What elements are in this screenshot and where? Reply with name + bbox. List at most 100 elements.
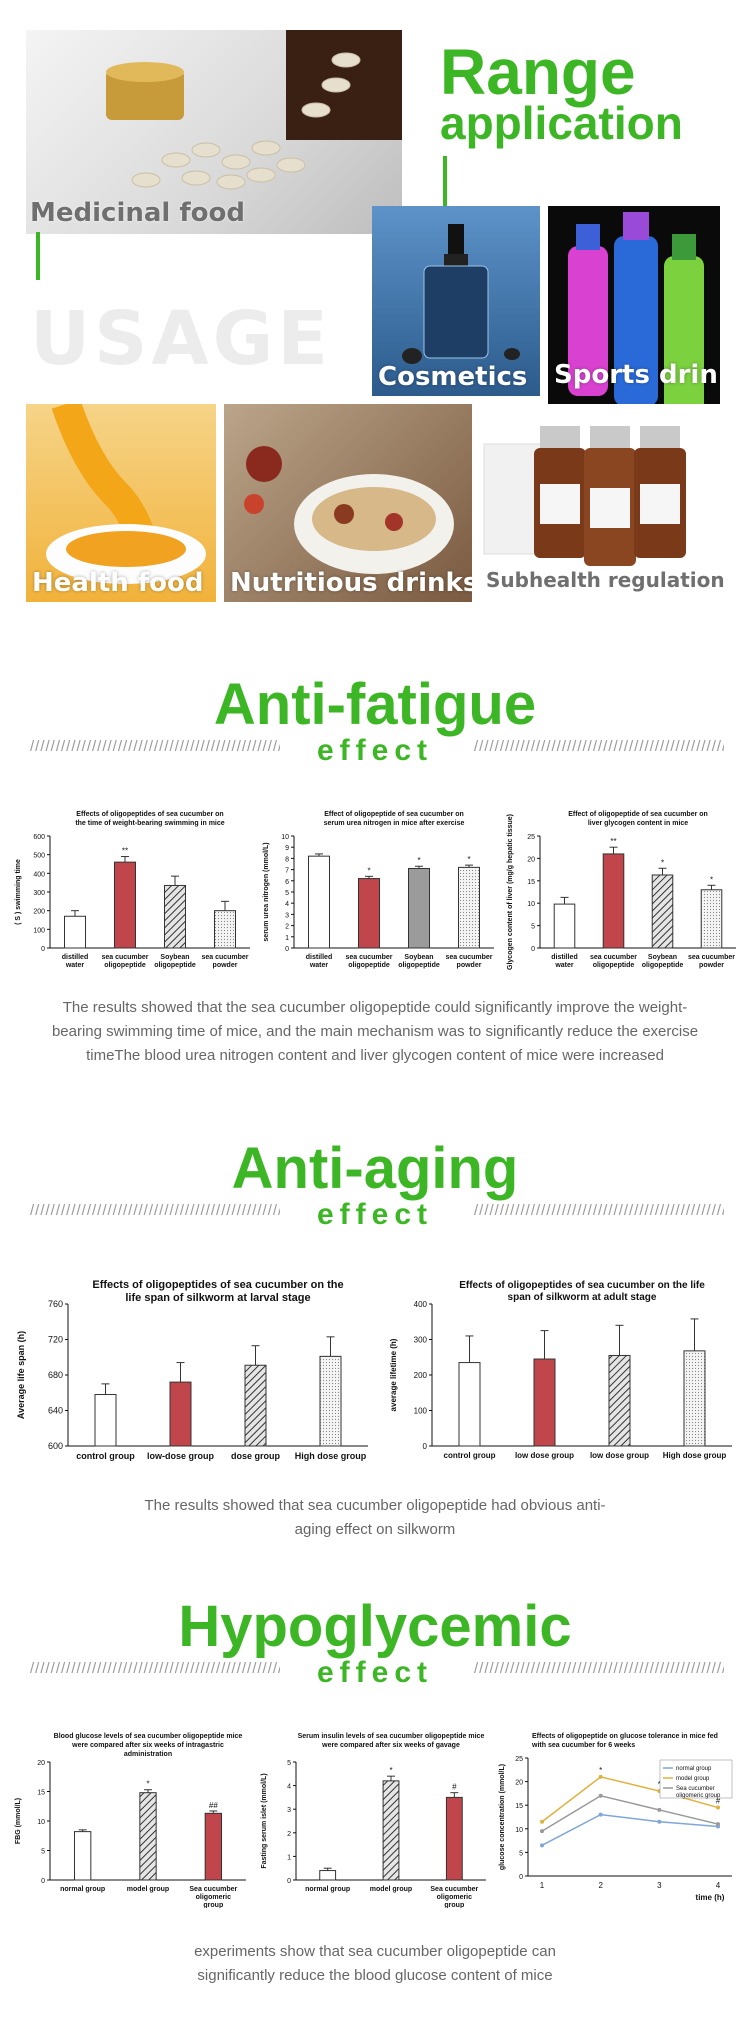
significance-mark: * (146, 1780, 149, 1789)
y-tick-label: 600 (33, 834, 45, 841)
y-tick-label: 600 (48, 1441, 63, 1451)
significance-mark: * (389, 1766, 392, 1775)
y-tick-label: 5 (531, 924, 535, 931)
bar (244, 1364, 267, 1447)
x-tick-label: model group (127, 1886, 169, 1893)
legend-label: model group (676, 1776, 710, 1782)
subhealth-tile: Subhealth regulation (480, 404, 724, 602)
x-tick-label: sea cucumber (101, 954, 148, 961)
data-point (716, 1805, 720, 1810)
y-tick-label: 0 (423, 1442, 428, 1451)
series-line (541, 1776, 719, 1823)
chart-title: administration (124, 1751, 172, 1758)
data-point (716, 1822, 720, 1827)
significance-mark: ## (209, 1801, 218, 1810)
legend-box (659, 1759, 733, 1799)
significance-mark: * (417, 856, 420, 865)
bar (169, 1381, 192, 1447)
accent-line (36, 232, 40, 280)
bar (382, 1780, 400, 1881)
chart-larval-lifespan: Effects of oligopeptides of sea cucumber… (10, 1274, 378, 1474)
significance-mark: ** (610, 837, 616, 846)
series-line (541, 1794, 719, 1832)
chart-title: with sea cucumber for 6 weeks (531, 1742, 635, 1749)
x-tick-label: powder (213, 962, 238, 969)
x-tick-label: 4 (716, 1881, 721, 1890)
bar (64, 915, 86, 949)
bar (74, 1831, 92, 1881)
nutritious-drinks-label: Nutritious drinks (230, 568, 472, 598)
significance-mark: * (467, 855, 470, 864)
bar (319, 1355, 342, 1447)
chart-title: Blood glucose levels of sea cucumber oli… (54, 1733, 243, 1740)
data-point (540, 1819, 544, 1824)
x-tick-label: powder (699, 962, 724, 969)
y-tick-label: 500 (33, 853, 45, 860)
chart-swimming-time: Effects of oligopeptides of sea cucumber… (10, 806, 258, 980)
bar (533, 1358, 556, 1447)
chart-urea-nitrogen: Effect of oligopeptide of sea cucumber o… (258, 806, 502, 980)
bar (458, 866, 480, 949)
x-tick-label: control group (444, 1451, 496, 1460)
chart-title: Effects of oligopeptide on glucose toler… (532, 1733, 718, 1740)
y-tick-label: 0 (285, 946, 289, 953)
x-tick-label: dose group (231, 1451, 281, 1461)
data-point (657, 1819, 662, 1824)
anti-fatigue-subtitle: effect (316, 734, 434, 767)
chart-title: span of silkworm at adult stage (508, 1292, 657, 1303)
significance-mark: ** (122, 847, 128, 856)
medicinal-food-image (106, 30, 402, 190)
x-tick-label: High dose group (663, 1451, 727, 1460)
y-tick-label: 1 (285, 935, 289, 942)
y-tick-label: 15 (37, 1790, 45, 1797)
subhealth-image (483, 426, 686, 566)
y-tick-label: 0 (41, 1878, 45, 1885)
bar (458, 1362, 481, 1447)
y-tick-label: 8 (285, 856, 289, 863)
x-tick-label: Sea cucumber (189, 1886, 237, 1893)
y-axis-label: Glycogen content of liver (mg/g hepatic … (507, 814, 514, 970)
y-axis-label: Fasting serum islet (mmol/L) (261, 1773, 268, 1868)
x-tick-label: sea cucumber (688, 954, 735, 961)
y-tick-label: 20 (527, 856, 535, 863)
bar (651, 874, 674, 949)
y-tick-label: 760 (48, 1299, 63, 1309)
y-tick-label: 0 (287, 1878, 291, 1885)
chart-title: Effects of oligopeptides of sea cucumber… (459, 1280, 705, 1291)
range-title: Range (440, 36, 636, 108)
medicinal-food-label: Medicinal food (30, 198, 246, 228)
nutritious-drinks-tile: Nutritious drinks (224, 404, 472, 602)
x-tick-label: Soybean (160, 954, 189, 961)
x-tick-label: powder (457, 962, 482, 969)
data-point (540, 1829, 544, 1834)
bar (700, 889, 723, 949)
y-tick-label: 5 (287, 1760, 291, 1767)
x-tick-label: model group (370, 1886, 412, 1893)
x-tick-label: oligopeptide (593, 962, 635, 969)
y-tick-label: 100 (33, 927, 45, 934)
cosmetics-tile: Cosmetics (372, 206, 540, 396)
anti-fatigue-title: Anti-fatigue (213, 672, 537, 737)
y-tick-label: 200 (414, 1371, 428, 1380)
y-tick-label: 9 (285, 845, 289, 852)
data-point (598, 1793, 603, 1798)
significance-mark: # (452, 1783, 457, 1792)
x-tick-label: control group (76, 1451, 135, 1461)
health-food-image (46, 404, 206, 584)
significance-mark: * (658, 1780, 661, 1789)
chart-liver-glycogen: Effect of oligopeptide of sea cucumber o… (502, 806, 742, 980)
x-tick-label: Sea cucumber (430, 1886, 478, 1893)
chart-title: Effects of oligopeptides of sea cucumber… (76, 811, 223, 818)
y-tick-label: 10 (515, 1827, 523, 1834)
x-tick-label: water (65, 962, 85, 969)
significance-mark: * (661, 858, 664, 867)
y-tick-label: 20 (515, 1780, 523, 1787)
health-food-tile: Health food (26, 404, 216, 602)
sports-drink-label: Sports drink (554, 360, 720, 390)
y-tick-label: 0 (531, 946, 535, 953)
y-tick-label: 5 (41, 1849, 45, 1856)
sports-drink-image (568, 212, 704, 416)
x-tick-label: High dose group (295, 1451, 367, 1461)
chart-title: Serum insulin levels of sea cucumber oli… (298, 1733, 485, 1740)
x-tick-label: oligopeptide (642, 962, 684, 969)
